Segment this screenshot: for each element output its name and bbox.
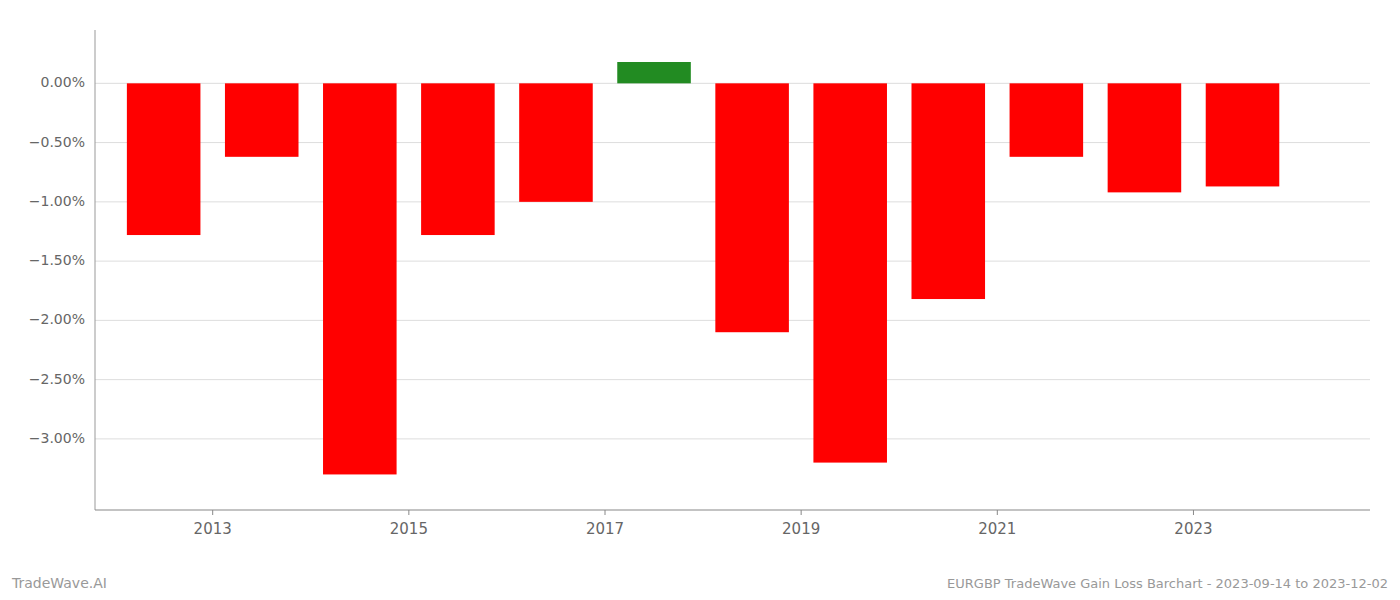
bar (1010, 83, 1084, 156)
y-tick-label: −2.50% (29, 371, 85, 387)
y-axis-line (95, 30, 96, 510)
x-tick-label: 2019 (782, 520, 820, 538)
y-tick-label: −1.50% (29, 252, 85, 268)
x-tick (408, 510, 409, 515)
bars (127, 62, 1279, 474)
watermark: TradeWave.AI (11, 575, 107, 591)
x-axis-line (95, 509, 1370, 510)
y-tick-label: −2.00% (29, 311, 85, 327)
bar (617, 62, 691, 83)
bar (519, 83, 593, 202)
chart: 0.00% −0.50% −1.00% −1.50% −2.00% −2.50% −3.00… (0, 0, 1400, 600)
x-tick-label: 2021 (978, 520, 1016, 538)
title: EURGBP TradeWave Gain Loss Barchart - 20… (947, 576, 1388, 591)
x-tick-label: 2017 (586, 520, 624, 538)
x-tick (605, 510, 606, 515)
bar (421, 83, 495, 235)
y-tick-label: −0.50% (29, 134, 85, 150)
x-tick (801, 510, 802, 515)
y-tick-labels: 0.00% −0.50% −1.00% −1.50% −2.00% −2.50% −3.00… (29, 74, 85, 446)
y-tick-label: −3.00% (29, 430, 85, 446)
x-tick (212, 510, 213, 515)
bar (715, 83, 789, 332)
x-tick-label: 2015 (390, 520, 428, 538)
grid-line (95, 379, 1370, 380)
bar (323, 83, 397, 474)
grid-line (95, 438, 1370, 439)
y-tick-label: 0.00% (41, 74, 85, 90)
x-tick-label: 2023 (1174, 520, 1212, 538)
x-tick (997, 510, 998, 515)
bar (1108, 83, 1182, 192)
bar (911, 83, 985, 299)
bar (813, 83, 887, 462)
y-tick-label: −1.00% (29, 193, 85, 209)
x-tick (1193, 510, 1194, 515)
bar (225, 83, 299, 156)
bar (127, 83, 201, 235)
y-grid (95, 83, 1370, 439)
x-ticks: 2013 2015 2017 2019 2021 2023 (194, 510, 1213, 538)
bar (1206, 83, 1280, 186)
x-tick-label: 2013 (194, 520, 232, 538)
